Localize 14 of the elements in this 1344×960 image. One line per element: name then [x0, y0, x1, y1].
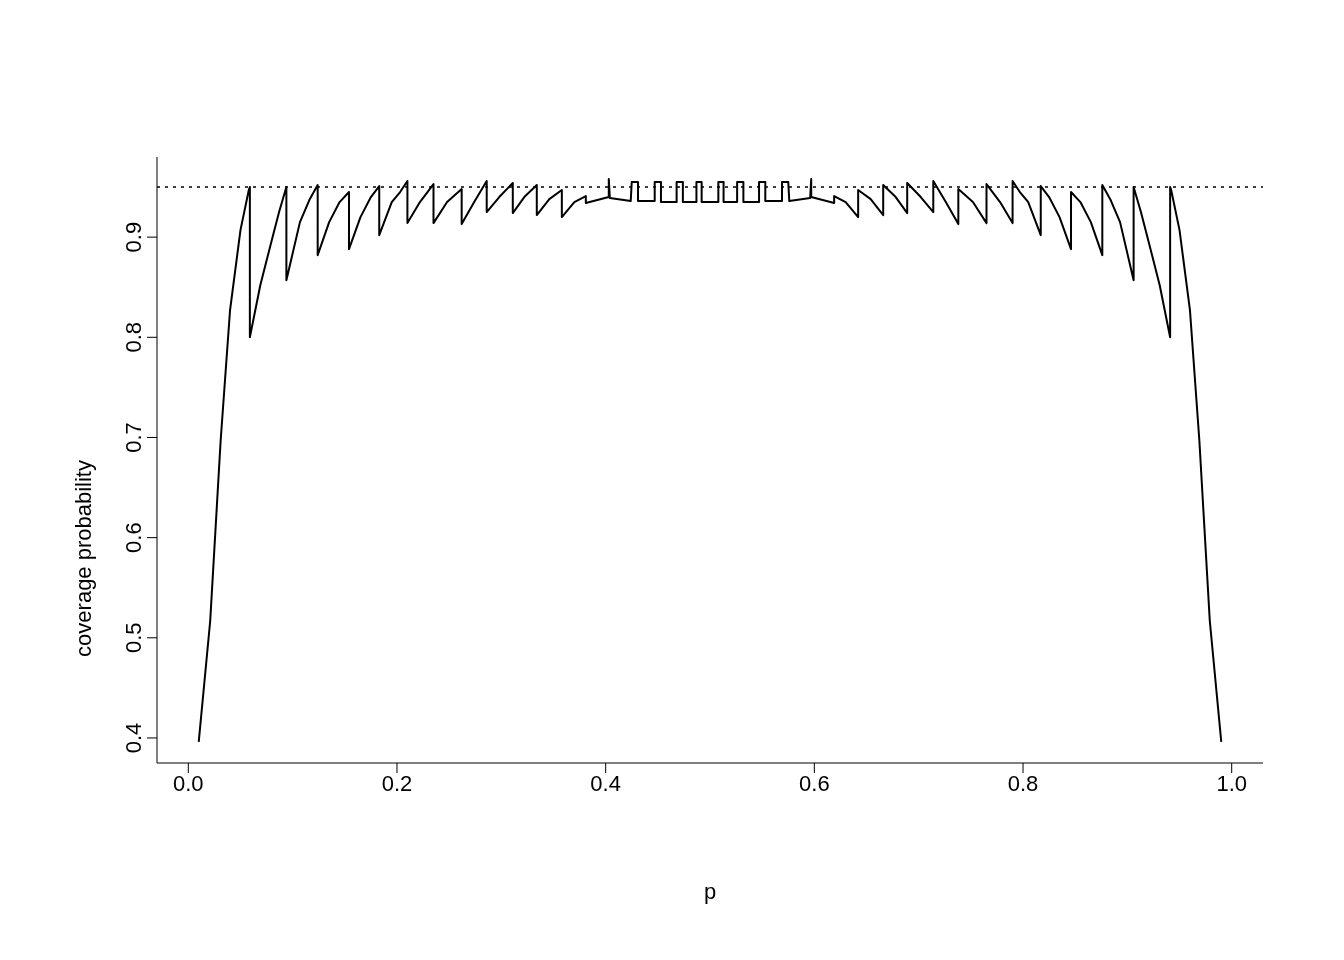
x-tick-label: 0.2: [381, 770, 413, 796]
x-tick-label: 0.4: [590, 770, 621, 796]
x-axis-title: p: [703, 878, 717, 904]
y-axis-title: coverage probability: [70, 460, 96, 657]
y-tick-label: 0.9: [121, 221, 146, 253]
x-tick-label: 0.0: [173, 770, 204, 796]
y-tick-label: 0.7: [121, 422, 146, 453]
x-tick-label: 0.6: [799, 770, 830, 796]
y-tick-label: 0.8: [121, 322, 146, 353]
y-tick-label: 0.5: [121, 622, 146, 654]
x-tick-label: 0.8: [1007, 770, 1039, 796]
x-tick-label: 1.0: [1216, 770, 1247, 796]
y-tick-label: 0.4: [121, 722, 146, 754]
y-tick-label: 0.6: [121, 522, 146, 553]
